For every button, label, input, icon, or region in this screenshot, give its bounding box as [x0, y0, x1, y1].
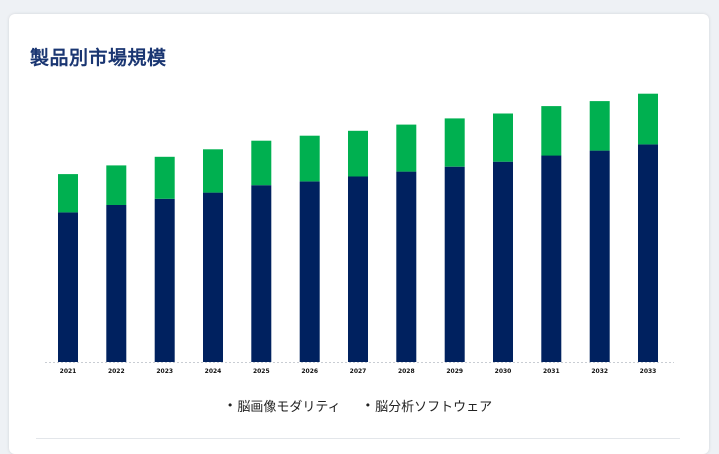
- legend-item-brain-analysis-software[interactable]: • 脳分析ソフトウェア: [365, 396, 493, 415]
- bar-2028-series-1[interactable]: [396, 124, 417, 172]
- bar-2033-series-1[interactable]: [638, 93, 658, 145]
- bar-2032-series-1[interactable]: [589, 101, 610, 151]
- bar-2026-series-0[interactable]: [299, 181, 320, 363]
- x-tick-label: 2031: [543, 368, 560, 375]
- x-tick-label: 2033: [640, 368, 657, 375]
- x-tick-label: 2027: [350, 368, 367, 375]
- chart-legend: • 脳画像モダリティ • 脳分析ソフトウェア: [0, 396, 719, 415]
- x-tick-label: 2029: [446, 368, 463, 375]
- x-tick-label: 2025: [253, 368, 270, 375]
- stacked-bar-chart: 2021 2022 2023 2024 2025 2026 2027 2028 2029 2030…: [45, 93, 674, 375]
- x-tick-label: 2023: [156, 368, 173, 375]
- bar-2024-series-0[interactable]: [203, 192, 223, 362]
- bar-2029-series-1[interactable]: [444, 118, 465, 167]
- x-tick-label: 2028: [398, 368, 415, 375]
- legend-item-brain-imaging-modality[interactable]: • 脳画像モダリティ: [227, 396, 341, 415]
- bar-2030-series-1[interactable]: [493, 113, 513, 162]
- card-divider: [36, 438, 680, 439]
- bar-2023-series-0[interactable]: [154, 198, 175, 362]
- bar-2028-series-0[interactable]: [396, 171, 417, 362]
- bar-2021-series-1[interactable]: [58, 174, 78, 213]
- bar-2032-series-0[interactable]: [589, 150, 610, 362]
- bar-2025-series-1[interactable]: [251, 140, 272, 186]
- x-tick-label: 2024: [205, 368, 222, 375]
- bar-2021-series-0[interactable]: [58, 212, 78, 362]
- bar-2022-series-0[interactable]: [106, 205, 127, 362]
- x-tick-label: 2021: [60, 368, 77, 375]
- bar-2023-series-1[interactable]: [154, 156, 175, 199]
- bar-2022-series-1[interactable]: [106, 165, 127, 205]
- x-tick-label: 2032: [591, 368, 608, 375]
- chart-title: 製品別市場規模: [30, 47, 167, 69]
- bar-2024-series-1[interactable]: [203, 149, 223, 193]
- legend-label: 脳画像モダリティ: [237, 400, 341, 415]
- bar-2027-series-1[interactable]: [348, 130, 368, 177]
- bar-2025-series-0[interactable]: [251, 185, 272, 362]
- bar-2031-series-1[interactable]: [541, 106, 562, 156]
- bar-2026-series-1[interactable]: [299, 135, 320, 182]
- x-tick-label: 2022: [108, 368, 125, 375]
- bar-2033-series-0[interactable]: [638, 144, 658, 362]
- legend-bullet: •: [364, 399, 372, 412]
- bar-2030-series-0[interactable]: [493, 161, 513, 362]
- legend-label: 脳分析ソフトウェア: [375, 400, 493, 415]
- bar-2027-series-0[interactable]: [348, 176, 368, 363]
- bar-2031-series-0[interactable]: [541, 155, 562, 363]
- x-tick-label: 2026: [301, 368, 318, 375]
- legend-bullet: •: [226, 399, 234, 412]
- x-tick-label: 2030: [495, 368, 512, 375]
- bar-2029-series-0[interactable]: [444, 166, 465, 362]
